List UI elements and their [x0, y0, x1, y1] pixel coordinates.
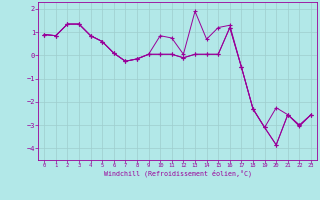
X-axis label: Windchill (Refroidissement éolien,°C): Windchill (Refroidissement éolien,°C) — [104, 170, 252, 177]
